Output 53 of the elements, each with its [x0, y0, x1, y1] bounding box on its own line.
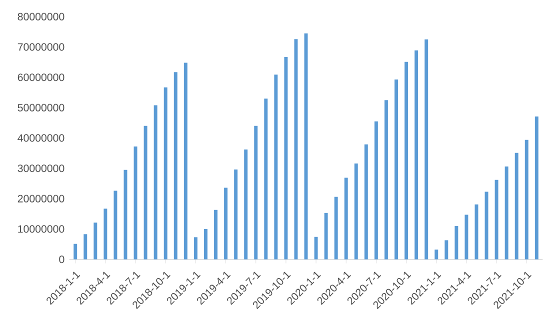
- bar: [144, 126, 148, 260]
- bar: [434, 250, 438, 260]
- bar: [264, 98, 268, 260]
- bar: [84, 234, 88, 260]
- y-tick-label: 10000000: [18, 225, 64, 233]
- bar: [374, 121, 378, 260]
- bar: [274, 74, 278, 260]
- bar: [384, 100, 388, 260]
- y-tick-label: 40000000: [18, 134, 64, 142]
- bar: [394, 79, 398, 260]
- bar: [334, 196, 338, 260]
- bar: [514, 152, 518, 260]
- bar: [134, 146, 138, 260]
- bar: [154, 105, 158, 260]
- y-tick-label: 50000000: [18, 104, 64, 112]
- bar: [404, 62, 408, 260]
- bar: [234, 170, 238, 260]
- bar: [364, 144, 368, 260]
- y-tick-label: 20000000: [18, 194, 64, 202]
- bar: [354, 163, 358, 260]
- bar: [254, 126, 258, 260]
- y-tick-label: 30000000: [18, 164, 64, 172]
- bar: [224, 188, 228, 260]
- bar: [214, 210, 218, 260]
- bar: [324, 212, 328, 260]
- bar: [174, 72, 178, 260]
- bar: [484, 192, 488, 260]
- bar: [244, 150, 248, 260]
- bar: [494, 180, 498, 260]
- y-tick-label: 0: [59, 256, 64, 264]
- bar: [454, 226, 458, 260]
- bar: [74, 244, 78, 260]
- bar: [534, 116, 538, 260]
- bar: [294, 39, 298, 260]
- bar: [314, 236, 318, 260]
- bar: [204, 229, 208, 260]
- bar: [94, 222, 98, 260]
- bar: [164, 87, 168, 260]
- y-tick-label: 60000000: [18, 74, 64, 82]
- bar: [344, 178, 348, 260]
- y-tick-label: 70000000: [18, 43, 64, 51]
- bar: [464, 214, 468, 260]
- bar: [114, 190, 118, 260]
- bar: [524, 140, 528, 260]
- bar: [184, 62, 188, 260]
- bar: [504, 166, 508, 260]
- y-tick-label: 80000000: [18, 12, 64, 20]
- bar: [284, 57, 288, 260]
- bar: [194, 237, 198, 260]
- bar: [414, 50, 418, 260]
- bar: [444, 240, 448, 260]
- bar: [424, 39, 428, 260]
- bar: [104, 208, 108, 260]
